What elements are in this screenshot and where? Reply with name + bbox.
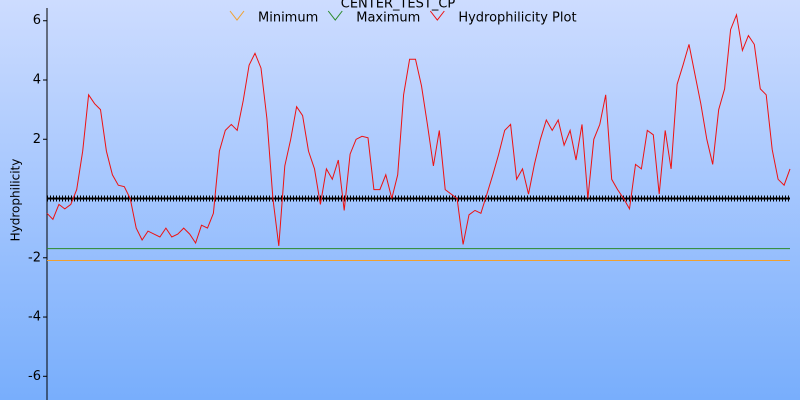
y-tick-label: -2 xyxy=(28,250,41,265)
legend-icon xyxy=(327,10,343,21)
y-tick-label: 2 xyxy=(33,132,41,147)
y-tick-label: 6 xyxy=(33,13,41,28)
legend-icon xyxy=(429,10,445,21)
y-tick-label: -4 xyxy=(28,310,41,325)
data-line xyxy=(46,12,791,246)
y-tick-label: -6 xyxy=(28,369,41,384)
legend-icon xyxy=(229,10,245,21)
y-axis-label: Hydrophilicity xyxy=(9,159,23,242)
legend-label: Hydrophilicity Plot xyxy=(458,11,576,26)
y-tick-label: 4 xyxy=(33,73,41,88)
chart-title: CENTER_TEST_CP xyxy=(341,0,456,12)
legend-label: Maximum xyxy=(356,11,420,26)
legend-label: Minimum xyxy=(258,11,318,26)
